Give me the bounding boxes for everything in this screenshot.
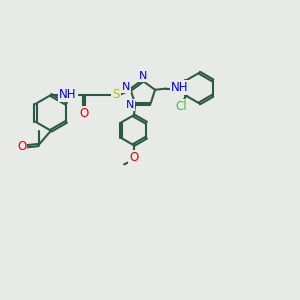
Text: NH: NH xyxy=(171,81,188,94)
Text: O: O xyxy=(17,140,26,153)
Text: N: N xyxy=(139,71,147,81)
Text: O: O xyxy=(80,107,89,120)
Text: N: N xyxy=(122,82,130,92)
Text: S: S xyxy=(112,88,120,101)
Text: N: N xyxy=(126,100,134,110)
Text: O: O xyxy=(129,151,138,164)
Text: NH: NH xyxy=(59,88,77,101)
Text: Cl: Cl xyxy=(176,100,187,112)
